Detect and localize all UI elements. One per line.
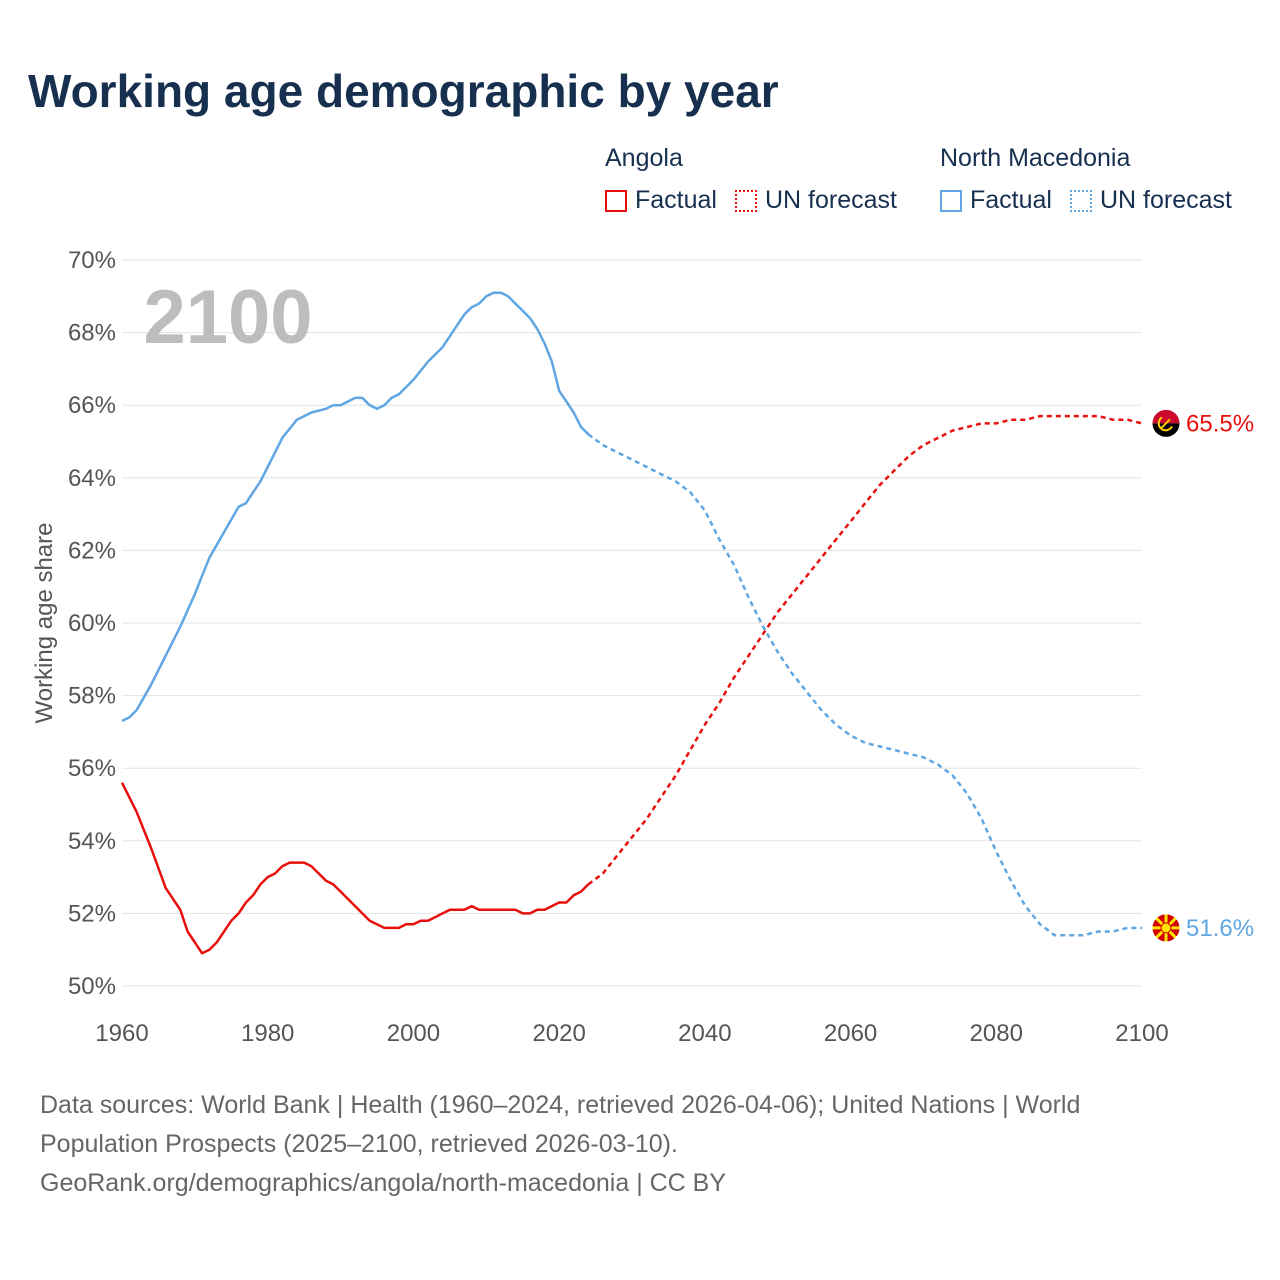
y-tick-label: 62% (68, 537, 116, 564)
legend-north-macedonia-forecast[interactable]: UN forecast (1069, 186, 1232, 215)
year-watermark: 2100 (143, 275, 312, 360)
legend-angola-forecast-swatch (734, 189, 757, 212)
series-lines (120, 291, 1143, 955)
line-chart: 50%52%54%56%58%60%62%64%66%68%70% 1960 19… (31, 247, 1254, 1047)
legend-angola-factual-label: Factual (635, 186, 717, 214)
y-tick-label: 66% (68, 392, 116, 419)
legend-north-macedonia: North Macedonia Factual UN forecast (940, 144, 1232, 215)
x-tick-label: 2100 (1115, 1020, 1168, 1047)
gridlines (122, 259, 1142, 987)
legend-angola-factual[interactable]: Factual (605, 186, 717, 215)
x-tick-label: 2000 (387, 1020, 440, 1047)
y-tick-label: 60% (68, 610, 116, 637)
x-tick-label: 2020 (532, 1020, 585, 1047)
legend-angola-factual-swatch (605, 189, 627, 212)
angola-end-value-label: 65.5% (1186, 410, 1254, 437)
x-tick-label: 2040 (678, 1020, 731, 1047)
footer-sources: Data sources: World Bank | Health (1960–… (40, 1091, 1081, 1158)
angola-factual-line (120, 782, 590, 955)
y-tick-label: 70% (68, 247, 116, 274)
angola-forecast-line (587, 414, 1143, 886)
y-axis-label: Working age share (31, 523, 58, 724)
north-macedonia-factual-line (121, 291, 590, 723)
legend-angola: Angola Factual UN forecast (605, 144, 915, 215)
legend-north-macedonia-forecast-label: UN forecast (1099, 186, 1232, 214)
y-tick-label: 58% (68, 683, 116, 710)
y-tick-label: 54% (68, 828, 116, 855)
legend-angola-forecast[interactable]: UN forecast (734, 186, 897, 215)
x-tick-label: 1960 (95, 1020, 148, 1047)
x-tick-label: 2080 (970, 1020, 1023, 1047)
legend-angola-forecast-label: UN forecast (764, 186, 897, 214)
y-tick-label: 68% (68, 320, 116, 347)
y-tick-label: 56% (68, 755, 116, 782)
legend-north-macedonia-factual[interactable]: Factual (940, 186, 1052, 215)
y-axis-ticks: 50% 52% 54% 56% 58% 60% 62% 64% 66% 68% 70% (68, 247, 116, 1000)
legend-north-macedonia-forecast-swatch (1069, 189, 1092, 212)
north-macedonia-forecast-line (587, 433, 1142, 937)
y-tick-label: 64% (68, 465, 116, 492)
angola-flag-icon (1151, 408, 1181, 438)
y-tick-label: 50% (68, 973, 116, 1000)
north-macedonia-end-value-label: 51.6% (1186, 915, 1254, 942)
legend-north-macedonia-factual-swatch (940, 189, 962, 212)
north-macedonia-flag-icon (1151, 913, 1181, 943)
x-axis-ticks: 1960 1980 2000 2020 2040 2060 2080 2100 (95, 1020, 1168, 1047)
x-tick-label: 1980 (241, 1020, 294, 1047)
y-tick-label: 52% (68, 900, 116, 927)
footer-credit[interactable]: GeoRank.org/demographics/angola/north-ma… (40, 1169, 727, 1197)
x-tick-label: 2060 (824, 1020, 877, 1047)
legend-north-macedonia-name: North Macedonia (940, 144, 1131, 172)
chart-title: Working age demographic by year (28, 65, 779, 117)
legend-north-macedonia-factual-label: Factual (970, 186, 1052, 214)
series-end-markers: 65.5% 51.6% (1151, 408, 1254, 943)
legend-angola-name: Angola (605, 144, 683, 172)
footer: Data sources: World Bank | Health (1960–… (40, 1086, 1160, 1203)
